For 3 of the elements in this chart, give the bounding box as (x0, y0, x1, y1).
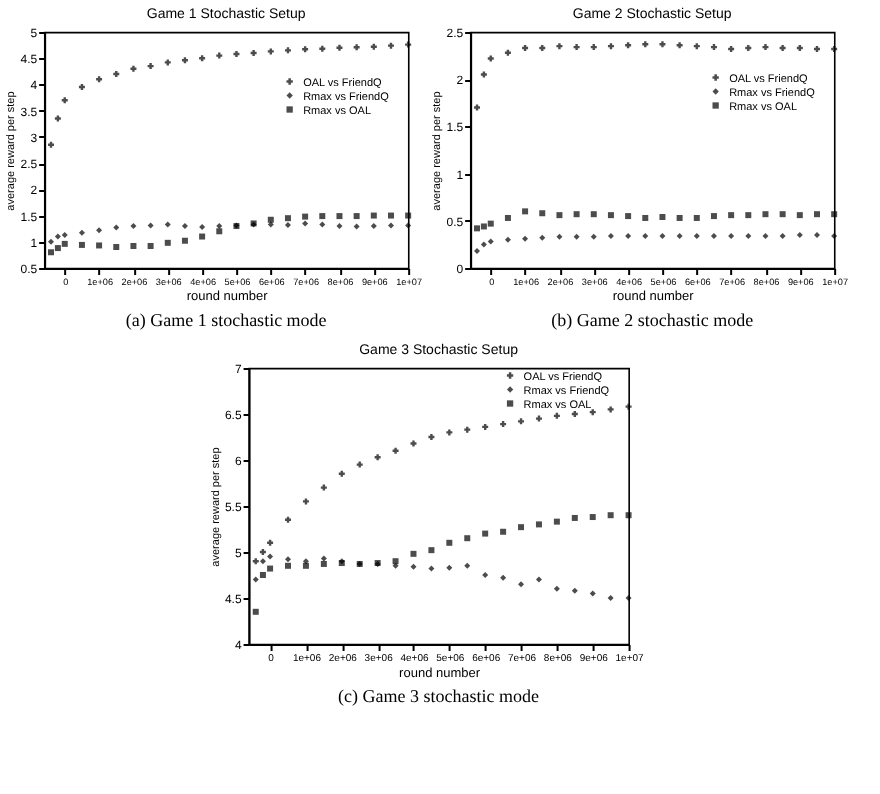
text: (b) Game 2 stochastic mode (551, 310, 754, 330)
text: (c) Game 3 stochastic mode (338, 686, 540, 706)
text: (a) Game 1 stochastic mode (125, 310, 327, 330)
